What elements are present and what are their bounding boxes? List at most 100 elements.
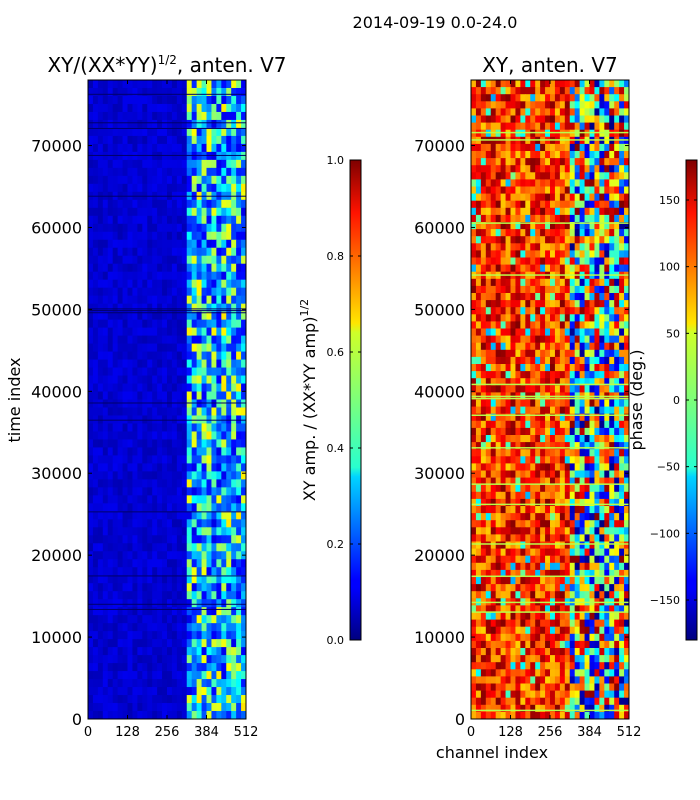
heatmap-cell [142,343,148,353]
heatmap-cell [559,307,566,315]
heatmap-cell [181,87,188,97]
heatmap-cell [525,207,531,216]
heatmap-cell [614,151,620,159]
heatmap-cell [505,129,511,138]
heatmap-cell [167,479,173,488]
heatmap-cell [127,223,133,233]
heatmap-cell [137,655,143,664]
heatmap-cell [112,543,119,552]
heatmap-cell [564,158,571,166]
heatmap-cell [176,127,183,137]
heatmap-cell [221,351,227,361]
heatmap-cell [142,375,148,385]
heatmap-cell [216,463,222,472]
heatmap-cell [167,103,173,113]
heatmap-cell [186,383,193,393]
heatmap-cell [152,87,158,97]
heatmap-cell [132,263,138,273]
heatmap-cell [196,655,203,664]
heatmap-cell [624,165,629,173]
heatmap-cell [152,591,158,600]
heatmap-cell [112,255,119,265]
heatmap-cell [142,231,148,241]
heatmap-cell [157,471,163,480]
heatmap-cell [147,119,153,129]
heatmap-cell [196,455,203,464]
heatmap-cell [176,319,183,329]
heatmap-cell [97,375,104,385]
heatmap-cell [196,615,203,624]
heatmap-cell [241,447,246,456]
heatmap-cell [490,371,497,379]
heatmap-cell [181,543,188,552]
heatmap-cell [471,413,477,422]
heatmap-cell [564,243,571,251]
heatmap-cell [132,247,138,257]
heatmap-cell [490,335,497,344]
heatmap-cell [490,477,497,486]
heatmap-cell [599,534,605,542]
heatmap-cell [88,135,94,145]
heatmap-cell [535,87,541,95]
heatmap-cell [97,623,104,632]
heatmap-cell [525,577,531,585]
heatmap-cell [471,506,477,514]
heatmap-cell [191,375,198,385]
heatmap-cell [236,583,242,592]
heatmap-cell [609,335,615,344]
left-colorbar: 0.00.20.40.60.81.0 XY amp. / (XX*YY amp)… [298,154,362,647]
heatmap-cell [142,239,148,249]
heatmap-cell [112,599,119,608]
heatmap-cell [624,399,629,408]
heatmap-cell [157,375,163,385]
heatmap-cell [554,435,561,443]
heatmap-cell [604,385,610,393]
heatmap-cell [117,431,124,440]
heatmap-cell [186,663,193,672]
heatmap-cell [102,343,109,353]
heatmap-cell [221,127,227,137]
heatmap-cell [191,663,198,672]
heatmap-cell [485,413,492,422]
heatmap-cell [147,183,153,193]
heatmap-cell [564,207,571,216]
heatmap-cell [604,122,610,131]
heatmap-cell [475,534,482,542]
heatmap-cell [201,615,207,624]
heatmap-cell [206,623,212,632]
heatmap-cell [559,513,566,521]
heatmap-cell [559,399,566,408]
heatmap-cell [559,264,566,273]
heatmap-cell [181,95,188,105]
heatmap-cell [226,591,232,600]
heatmap-cell [609,399,615,408]
heatmap-cell [112,671,119,680]
heatmap-cell [520,207,526,216]
heatmap-cell [186,247,193,257]
heatmap-cell [181,335,188,345]
heatmap-cell [485,285,492,294]
heatmap-cell [201,295,207,305]
heatmap-cell [112,199,119,209]
heatmap-cell [127,431,133,440]
heatmap-cell [216,431,222,440]
heatmap-cell [579,250,586,258]
heatmap-cell [485,449,492,457]
heatmap-cell [92,607,99,616]
heatmap-cell [614,186,620,195]
heatmap-cell [162,247,168,257]
heatmap-cell [505,94,511,102]
heatmap-cell [201,407,207,416]
heatmap-cell [604,158,610,166]
heatmap-cell [201,167,207,177]
heatmap-cell [201,279,207,289]
heatmap-cell [231,279,237,289]
heatmap-cell [545,186,551,195]
heatmap-cell [554,463,561,471]
heatmap-cell [127,351,133,361]
heatmap-cell [122,255,128,265]
heatmap-cell [147,151,153,161]
heatmap-cell [241,295,246,305]
heatmap-cell [167,503,173,512]
heatmap-cell [525,442,531,450]
